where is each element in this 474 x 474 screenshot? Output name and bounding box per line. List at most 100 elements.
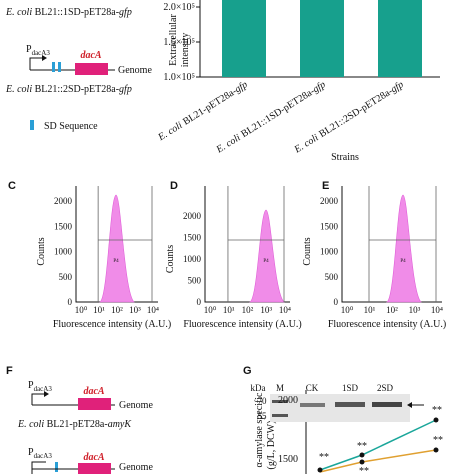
x-tick-label: 10² [386,305,398,315]
y-tick-label: 1.0×10⁵ [163,72,195,83]
gene-box [78,398,111,410]
strain-label: E. coli BL21::1SD-pET28a-gfp [5,7,132,18]
gate-label: P4 [400,259,406,264]
y-tick-label: 500 [59,272,73,282]
panel-letter: D [170,180,178,192]
strain-name: BL21-pET28a- [181,86,239,128]
y-tick-label: 500 [188,276,202,286]
x-tick-label: 10³ [129,305,141,315]
significance-label: ** [357,441,367,452]
gel-label: M [276,383,284,393]
y-tick-label: 1500 [320,221,339,231]
gate [97,186,153,302]
panel-f: F PdacA3 dacA Genome E. coli BL21-pET28a… [6,365,153,474]
gel-label: 2SD [377,383,394,393]
gene-box [78,463,111,474]
x-axis-label: Fluorescence intensity (A.U.) [183,319,301,330]
gel-label: CK [306,383,319,393]
y-tick-label: 2000 [54,196,73,206]
point [433,417,439,423]
y-tick-label: 2000 [183,211,202,221]
gel-image [270,394,410,422]
genome-label: Genome [119,400,153,411]
panel-g: G α-amylase specific (g/L, DCW) kDa M CK 1S… [243,365,443,474]
x-axis-label: Fluorescence intensity (A.U.) [328,319,446,330]
significance-label: ** [359,466,369,474]
sd-sequence [55,462,58,472]
panel-letter: C [8,180,16,192]
x-tick-label: 10¹ [223,305,235,315]
x-axis-label: Strains [331,152,359,163]
genome-label: Genome [119,462,153,473]
x-tick-label: 10⁰ [204,305,217,315]
y-axis-label: (g/L, DCW) [266,421,277,470]
marker-label: 55 [258,411,268,421]
legend-swatch [30,120,34,130]
point [317,467,323,473]
bar [378,0,422,77]
y-axis-label: Counts [165,245,176,273]
y-tick-label: 1500 [183,233,202,243]
x-tick-label: 10⁴ [279,305,291,315]
sd-sequence [58,62,61,72]
species: E. coli [214,132,243,156]
y-tick-label: 1000 [54,247,73,257]
histogram-peak [385,194,422,303]
x-tick-label: 10⁴ [147,305,159,315]
strain-name: BL21::2SD-pET28a- [317,86,394,140]
x-tick-label: 10⁰ [75,305,88,315]
x-tick-label: 10¹ [364,305,376,315]
point [359,459,365,465]
y-tick-label: 0 [334,297,339,307]
y-axis-label: intensity [180,33,191,67]
y-ticks: 2.0×10⁵ 1.5×10⁵ 1.0×10⁵ [163,2,200,83]
x-tick-label: 10² [111,305,123,315]
y-tick-label: 2000 [320,196,339,206]
gel-labels: kDa M CK 1SD 2SD 70 55 2000 1500 [251,383,394,465]
x-tick-label: 10³ [409,305,421,315]
x-tick-label: 10¹ [93,305,105,315]
gel-label: kDa [251,383,266,393]
y-tick-label: 1000 [320,247,339,257]
panel-letter: E [322,180,329,192]
legend-label: SD Sequence [44,121,98,132]
panel-b: Extracellular intensity 2.0×10⁵ 1.5×10⁵ 1.… [156,0,440,163]
line-series [319,449,437,473]
y-tick-label: 500 [325,272,339,282]
gene-label: dacA [80,50,101,61]
y-axis-label: Extracellular [168,14,179,66]
arrow-head [44,391,49,397]
gel-band [272,414,288,417]
gel-band [372,402,402,407]
gel-band [300,403,325,407]
gene-box [75,63,108,75]
gene-label: dacA [83,452,104,463]
arrow-head [407,402,412,408]
x-tick-label: 10⁰ [341,305,354,315]
sd-sequence [52,62,55,72]
y-tick-label: 2000 [278,395,298,406]
species: E. coli [292,132,321,156]
significance-label: ** [432,405,442,416]
gate-label: P4 [113,259,119,264]
gene-label: dacA [83,386,104,397]
y-tick-label: 0 [197,297,202,307]
gel-label: 1SD [342,383,359,393]
y-tick-label: 0 [68,297,73,307]
significance-label: ** [319,452,329,463]
marker-label: 70 [258,396,268,406]
gate [368,186,437,302]
promoter-label: PdacA3 [28,447,52,460]
panel-letter: F [6,365,13,377]
genome-label: Genome [118,65,152,76]
arrow-head [42,55,47,61]
point [433,447,439,453]
strain-label: E. coli BL21::2SD-pET28a-gfp [5,84,132,95]
histogram-peak [98,194,135,303]
point [359,452,365,458]
histogram-peak [248,209,285,303]
gel-band [335,402,365,407]
bar [300,0,344,77]
